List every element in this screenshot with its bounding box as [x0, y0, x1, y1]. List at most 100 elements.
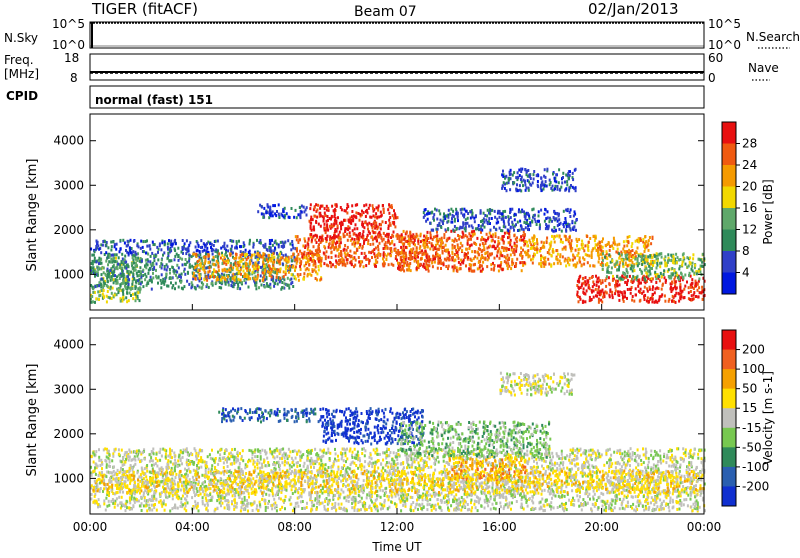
power-cell [582, 300, 584, 303]
power-cell [438, 224, 440, 227]
power-cell [156, 246, 158, 249]
power-cell [448, 265, 450, 268]
power-cell [631, 261, 633, 264]
power-cell [167, 265, 169, 268]
power-cell [316, 254, 318, 257]
power-cell [396, 259, 398, 262]
power-cell [159, 244, 161, 247]
power-cell [94, 275, 96, 278]
power-cell [552, 250, 554, 253]
power-cell [308, 237, 310, 240]
power-cell [467, 217, 469, 220]
power-cell [692, 253, 694, 256]
power-cell [528, 189, 530, 192]
power-cell [236, 272, 238, 275]
power-cell [523, 221, 525, 224]
power-cell [194, 286, 196, 289]
power-cell [157, 258, 159, 261]
power-cell [688, 274, 690, 277]
power-cell [242, 258, 244, 261]
power-cell [323, 220, 325, 223]
power-cell [176, 264, 178, 267]
power-cell [353, 214, 355, 217]
power-cell [618, 265, 620, 268]
velocity-cell [541, 465, 543, 468]
power-cell [650, 242, 652, 245]
power-cell [303, 278, 305, 281]
power-cell [701, 286, 703, 289]
power-cell [510, 253, 512, 256]
power-cell [664, 294, 666, 297]
power-cell [114, 274, 116, 277]
power-cell [605, 244, 607, 247]
power-cell [299, 265, 301, 268]
power-cell [597, 250, 599, 253]
power-cell [531, 220, 533, 223]
power-cell [602, 264, 604, 267]
power-cell [503, 242, 505, 245]
velocity-cell [204, 504, 206, 507]
power-cell [433, 213, 435, 216]
power-cell [512, 226, 514, 229]
power-cell [557, 185, 559, 188]
power-cell [147, 272, 149, 275]
power-cell [587, 249, 589, 252]
power-cell [329, 238, 331, 241]
velocity-cell [473, 453, 475, 456]
power-cell [197, 284, 199, 287]
power-cell [495, 232, 497, 235]
power-cell [276, 252, 278, 255]
power-cell [387, 227, 389, 230]
power-cell [403, 242, 405, 245]
power-cell [440, 243, 442, 246]
power-cell [314, 206, 316, 209]
power-cell [374, 231, 376, 234]
power-cell [345, 254, 347, 257]
power-cell [671, 281, 673, 284]
power-cell [175, 282, 177, 285]
power-cell [169, 248, 171, 251]
power-cell [569, 215, 571, 218]
power-cell [167, 242, 169, 245]
power-cell [249, 242, 251, 245]
power-cell [259, 279, 261, 282]
power-cell [533, 170, 535, 173]
power-cell [449, 213, 451, 216]
power-cell [579, 256, 581, 259]
power-cell [587, 281, 589, 284]
velocity-cell [387, 466, 389, 469]
power-cell [618, 252, 620, 255]
power-cell [356, 248, 358, 251]
power-cell [562, 172, 564, 175]
power-cell [575, 219, 577, 222]
power-cell [374, 225, 376, 228]
power-cell [232, 273, 234, 276]
velocity-cell [578, 467, 580, 470]
power-cell [423, 241, 425, 244]
power-cell [149, 260, 151, 263]
power-cell [554, 185, 556, 188]
power-cell [462, 214, 464, 217]
power-cell [193, 272, 195, 275]
power-cell [559, 189, 561, 192]
power-cell [203, 249, 205, 252]
power-cell [627, 288, 629, 291]
power-cell [229, 254, 231, 257]
power-cell [450, 230, 452, 233]
power-cell [399, 236, 401, 239]
power-cell [668, 268, 670, 271]
power-cell [258, 255, 260, 258]
power-cell [121, 269, 123, 272]
power-cell [367, 242, 369, 245]
power-cell [544, 260, 546, 263]
power-cell [548, 263, 550, 266]
power-cell [191, 281, 193, 284]
power-cell [372, 207, 374, 210]
power-cell [135, 299, 137, 302]
power-cell [414, 239, 416, 242]
power-cell [311, 251, 313, 254]
power-cell [399, 263, 401, 266]
power-cell [188, 257, 190, 260]
power-cell [102, 240, 104, 243]
power-cell [502, 170, 504, 173]
